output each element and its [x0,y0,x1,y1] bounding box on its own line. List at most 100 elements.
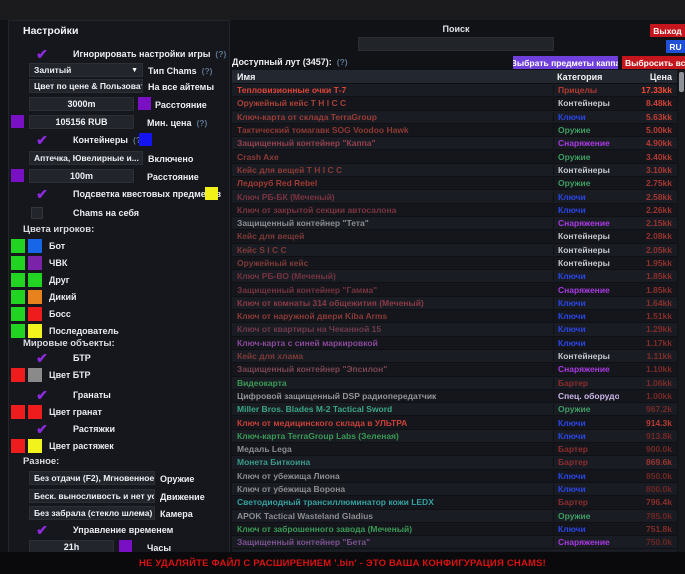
checkbox-checked-icon[interactable]: ✔ [36,421,48,437]
player-hidden-color-swatch[interactable] [28,273,42,287]
checkbox-checked-icon[interactable]: ✔ [36,387,48,403]
all-items-dropdown[interactable]: Цвет по цене & Пользователь ▼ [29,79,143,93]
table-row[interactable]: Тактический томагавк SOG Voodoo Hawk Оруж… [232,123,677,138]
btr-row[interactable]: ✔ БТР [9,351,229,365]
table-row[interactable]: Ключ РБ-ВО (Меченый) Ключи 1.85kk [232,270,677,284]
table-row[interactable]: Ключ от квартиры на Чеканной 15 Ключи 1.29… [232,323,677,337]
quest-highlight-row[interactable]: ✔ Подсветка квестовых предметов [9,187,229,201]
grenade-color-swatch-1[interactable] [11,405,25,419]
player-hidden-color-swatch[interactable] [28,324,42,338]
distance-color-swatch[interactable] [138,97,151,110]
table-row[interactable]: Miller Bros. Blades M-2 Tactical Sword Ор… [232,403,677,417]
player-hidden-color-swatch[interactable] [28,307,42,321]
table-row[interactable]: Кейс для хлама Контейнеры 1.11kk [232,349,677,364]
player-visible-color-swatch[interactable] [11,256,25,270]
table-row[interactable]: Ключ от комнаты 314 общежития (Меченый) К… [232,296,677,311]
checkbox-checked-icon[interactable]: ✔ [36,522,48,538]
grenades-row[interactable]: ✔ Гранаты [9,388,229,402]
chevron-down-icon: ▼ [139,155,142,162]
table-row[interactable]: Ключ-карта TerraGroup Labs (Зеленая) Ключ… [232,429,677,444]
table-row[interactable]: Защищенный контейнер "Гамма" Снаряжение 1.… [232,283,677,297]
table-row[interactable]: Crash Axe Оружие 3.40kk [232,150,677,164]
quest-highlight-color-swatch[interactable] [205,187,218,200]
table-row[interactable]: Светодиодный трансиллюминатор кожи LEDX Б… [232,496,677,510]
btr-color-swatch-2[interactable] [28,368,42,382]
ignore-game-settings-row[interactable]: ✔ Игнорировать настройки игры (?) [9,47,229,61]
table-row[interactable]: Защищенный контейнер "Тета" Снаряжение 2.1… [232,216,677,231]
table-row[interactable]: Оружейный кейс Т Н I С С Контейнеры 8.48kk [232,97,677,111]
player-visible-color-swatch[interactable] [11,239,25,253]
table-row[interactable]: Ледоруб Red Rebel Оружие 2.75kk [232,177,677,191]
containers-filter-dropdown[interactable]: Аптечка, Ювелирные и... ▼ [29,151,143,165]
distance-input[interactable]: 3000m [29,97,134,111]
table-row[interactable]: APOK Tactical Wasteland Gladius Оружие 785… [232,509,677,523]
hours-color-swatch[interactable] [119,540,132,553]
table-row[interactable]: Ключ РБ-БК (Меченый) Ключи 2.58kk [232,190,677,204]
table-row[interactable]: Ключ-карта с синей маркировкой Ключи 1.17k… [232,336,677,350]
tripwires-row[interactable]: ✔ Растяжки [9,422,229,436]
table-row[interactable]: Цифровой защищенный DSP радиопередатчик С… [232,389,677,404]
scrollbar-thumb[interactable] [679,72,684,92]
exit-button[interactable]: Выход [650,24,685,37]
help-icon[interactable]: (?) [133,135,144,145]
btr-color-swatch-1[interactable] [11,368,25,382]
column-header-price[interactable]: Цена [649,71,672,82]
checkbox-checked-icon[interactable]: ✔ [36,350,48,366]
table-row[interactable]: Ключ от медицинского склада в УЛЬТРА Ключ… [232,416,677,430]
checkbox-checked-icon[interactable]: ✔ [36,132,48,148]
min-price-input[interactable]: 105156 RUB [29,115,134,129]
column-header-category[interactable]: Категория [557,71,603,82]
player-visible-color-swatch[interactable] [11,307,25,321]
tripwire-color-swatch-1[interactable] [11,439,25,453]
table-row[interactable]: Кейс S I C C Контейнеры 2.05kk [232,243,677,257]
movement-dropdown[interactable]: Беск. выносливость и нет уста ▼ [29,489,155,503]
table-row[interactable]: Ключ-карта от склада TerraGroup Ключи 5.63… [232,110,677,124]
player-hidden-color-swatch[interactable] [28,239,42,253]
tripwire-color-swatch-2[interactable] [28,439,42,453]
table-row[interactable]: Монета Биткоина Бартер 869.6k [232,456,677,470]
weapon-dropdown[interactable]: Без отдачи (F2), Мгновенное п ▼ [29,471,155,485]
checkbox-checked-icon[interactable]: ✔ [36,186,48,202]
self-chams-row[interactable]: Chams на себя [9,206,229,220]
table-row[interactable]: Видеокарта Бартер 1.06kk [232,376,677,390]
table-row[interactable]: Ключ от убежища Ворона Ключи 800.0k [232,482,677,497]
table-row[interactable]: Тепловизионные очки Т-7 Прицелы 17.33kk [232,84,677,98]
checkbox-checked-icon[interactable]: ✔ [36,46,48,62]
help-icon[interactable]: (?) [215,49,227,59]
table-row[interactable]: Медаль Lega Бартер 900.0k [232,443,677,457]
player-visible-color-swatch[interactable] [11,290,25,304]
table-row[interactable]: Защищенный контейнер "Каппа" Снаряжение 4.… [232,137,677,151]
table-row[interactable]: Ключ от заброшенного завода (Меченый) Клю… [232,522,677,537]
table-row[interactable]: Защищенный контейнер "Эпсилон" Снаряжение… [232,363,677,377]
table-row[interactable]: Ключ от наружной двери Kiba Arms Ключи 1.5… [232,310,677,324]
containers-distance-input[interactable]: 100m [29,169,134,183]
chams-type-dropdown[interactable]: Залитый ▼ [29,63,143,77]
containers-row[interactable]: ✔ Контейнеры (?) [9,133,229,147]
player-visible-color-swatch[interactable] [11,324,25,338]
table-row[interactable]: Кейс для вещей Контейнеры 2.08kk [232,230,677,244]
table-scrollbar[interactable] [678,70,685,553]
player-visible-color-swatch[interactable] [11,273,25,287]
table-row[interactable]: Кейс для вещей Т Н I С С Контейнеры 3.10kk [232,163,677,178]
search-input[interactable] [358,37,554,51]
checkbox-unchecked-icon[interactable] [31,207,43,219]
camera-dropdown[interactable]: Без забрала (стекло шлема) ▼ [29,506,155,520]
containers-color-swatch[interactable] [139,133,152,146]
player-hidden-color-swatch[interactable] [28,256,42,270]
table-row[interactable]: Защищенный контейнер "Бета" Снаряжение 750… [232,536,677,550]
select-kappa-items-button[interactable]: Выбрать предметы каппа [513,56,618,69]
min-price-color-swatch[interactable] [11,115,24,128]
column-header-name[interactable]: Имя [237,71,256,82]
containers-distance-color-swatch[interactable] [11,169,24,182]
language-button[interactable]: RU [666,40,685,53]
player-hidden-color-swatch[interactable] [28,290,42,304]
table-row[interactable]: Оружейный кейс Контейнеры 1.95kk [232,256,677,271]
help-icon[interactable]: (?) [201,66,213,76]
table-row[interactable]: Ключ от закрытой секции автосалона Ключи 2… [232,203,677,217]
time-control-row[interactable]: ✔ Управление временем [9,523,229,537]
grenade-color-swatch-2[interactable] [28,405,42,419]
help-icon[interactable]: (?) [196,118,208,128]
help-icon[interactable]: (?) [336,57,348,67]
discard-all-button[interactable]: Выбросить все [622,56,685,69]
table-row[interactable]: Ключ от убежища Лиона Ключи 850.0k [232,469,677,483]
